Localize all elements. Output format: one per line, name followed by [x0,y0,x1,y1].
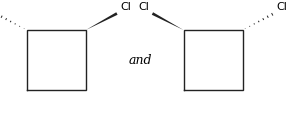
Text: and: and [129,54,152,66]
Text: Cl: Cl [139,2,149,12]
Polygon shape [152,12,184,30]
Text: Cl: Cl [277,2,288,12]
Text: Cl: Cl [120,2,131,12]
Polygon shape [86,12,118,30]
